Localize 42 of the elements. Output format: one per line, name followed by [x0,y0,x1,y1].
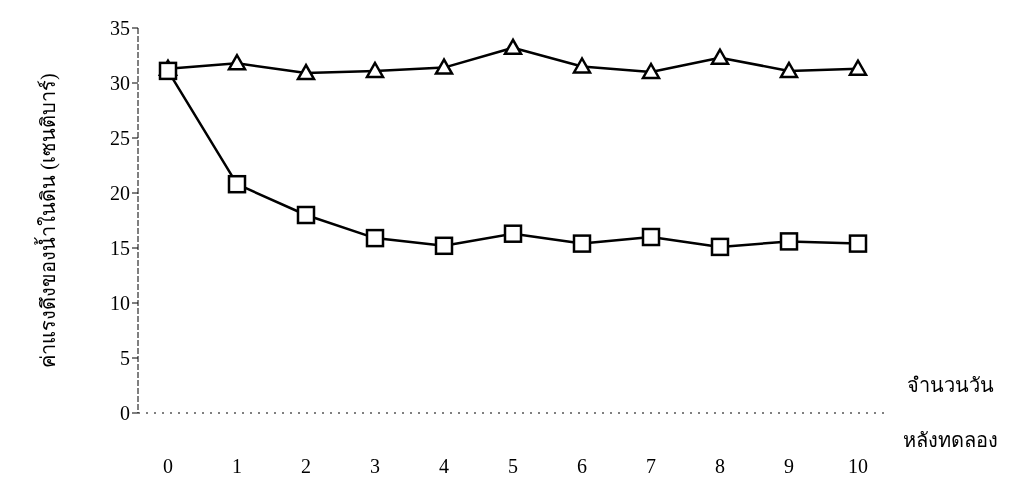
y-tick-label: 30 [110,72,130,95]
point [779,232,799,251]
point [641,62,661,80]
point [848,59,868,76]
point [503,38,523,56]
y-tick-label: 10 [110,292,130,315]
point [779,61,799,79]
y-tick-label: 20 [110,182,130,205]
text: จำนวนวัน หลังทดลอง [903,374,998,451]
x-tick-label: 2 [301,455,311,478]
point [434,236,454,256]
point [710,48,730,65]
x-tick-label: 4 [439,455,449,478]
point [434,58,454,75]
point [572,234,592,253]
x-tick-label: 9 [784,455,794,478]
x-tick-label: 7 [646,455,656,478]
x-tick-label: 1 [232,455,242,478]
y-tick-label: 25 [110,127,130,150]
point [296,205,316,225]
point [641,227,661,247]
y-axis-title: ค่าแรงดึงของน้ำในดิน (เซนติบาร์) [34,73,61,368]
x-tick-label: 6 [577,455,587,478]
y-tick-label: 5 [120,347,130,370]
point [848,234,868,253]
y-tick-label: 15 [110,237,130,260]
point [710,237,730,257]
point [365,228,385,248]
point [158,61,178,81]
point [296,63,316,81]
point [365,61,385,79]
point [572,57,592,74]
x-tick-label: 3 [370,455,380,478]
x-tick-label: 10 [848,455,868,478]
x-tick-label: 0 [163,455,173,478]
point [227,53,247,71]
point [503,224,523,243]
x-tick-label: 8 [715,455,725,478]
y-tick-label: 35 [110,17,130,40]
x-tick-label: 5 [508,455,518,478]
point [227,174,247,194]
y-tick-label: 0 [120,402,130,425]
